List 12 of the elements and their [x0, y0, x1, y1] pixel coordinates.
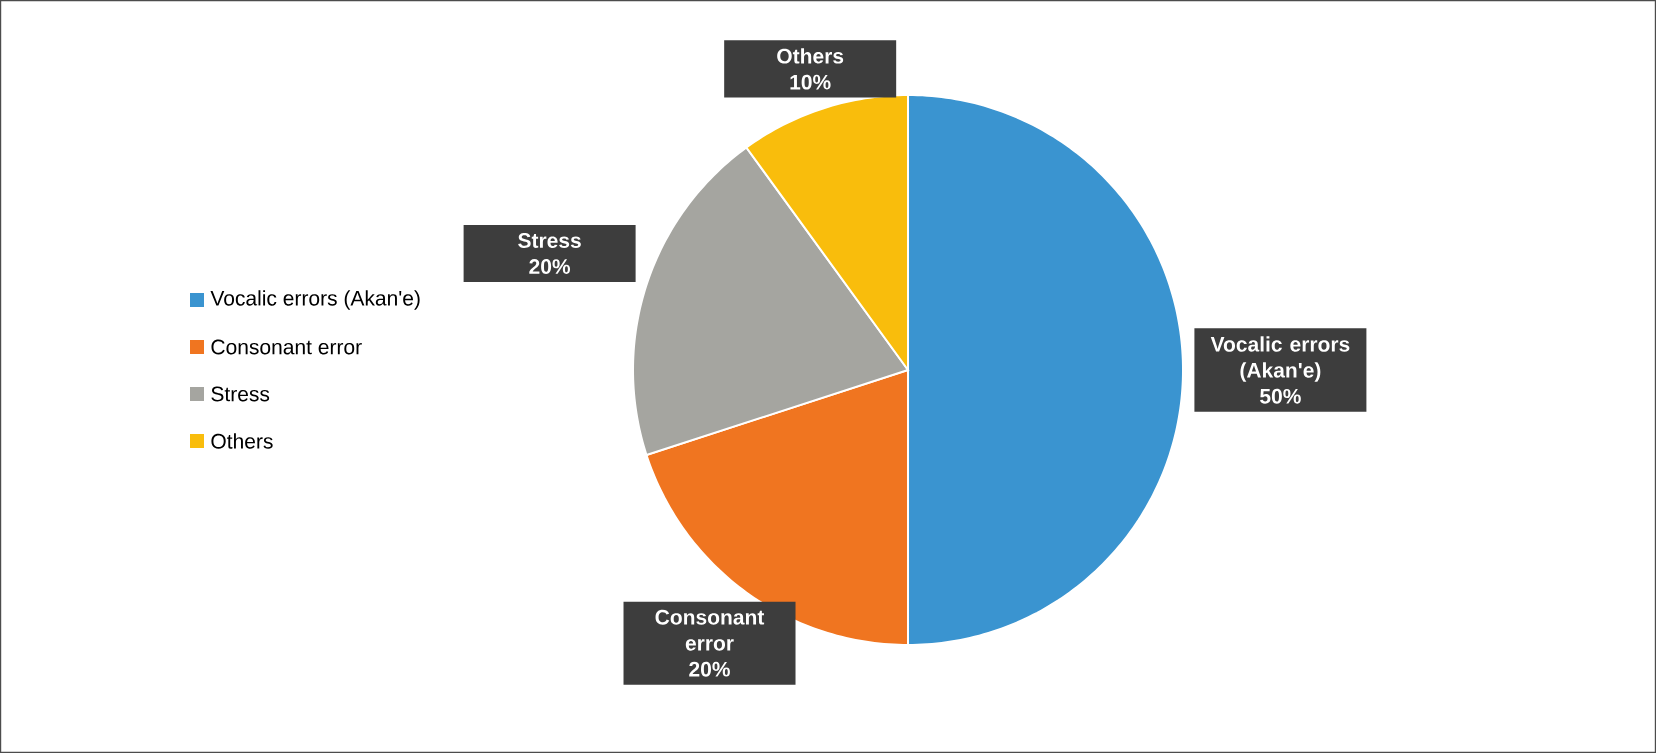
legend-label: Others [211, 433, 273, 449]
data-label: 20% [529, 259, 571, 274]
legend-label: Vocalic errors (Akan'e) [210, 290, 420, 310]
slice-label: Consonant error [655, 609, 765, 651]
slice-label: Others [777, 48, 844, 64]
slice-label: Stress [518, 233, 581, 248]
data-label: 10% [790, 74, 831, 90]
data-label: 20% [689, 661, 730, 677]
slice-label: Vocalic errors (Akan'e) [1210, 336, 1350, 382]
legend-label: Stress [211, 386, 270, 402]
legend-label: Consonant error [211, 339, 362, 355]
data-label: 50% [1260, 388, 1301, 404]
